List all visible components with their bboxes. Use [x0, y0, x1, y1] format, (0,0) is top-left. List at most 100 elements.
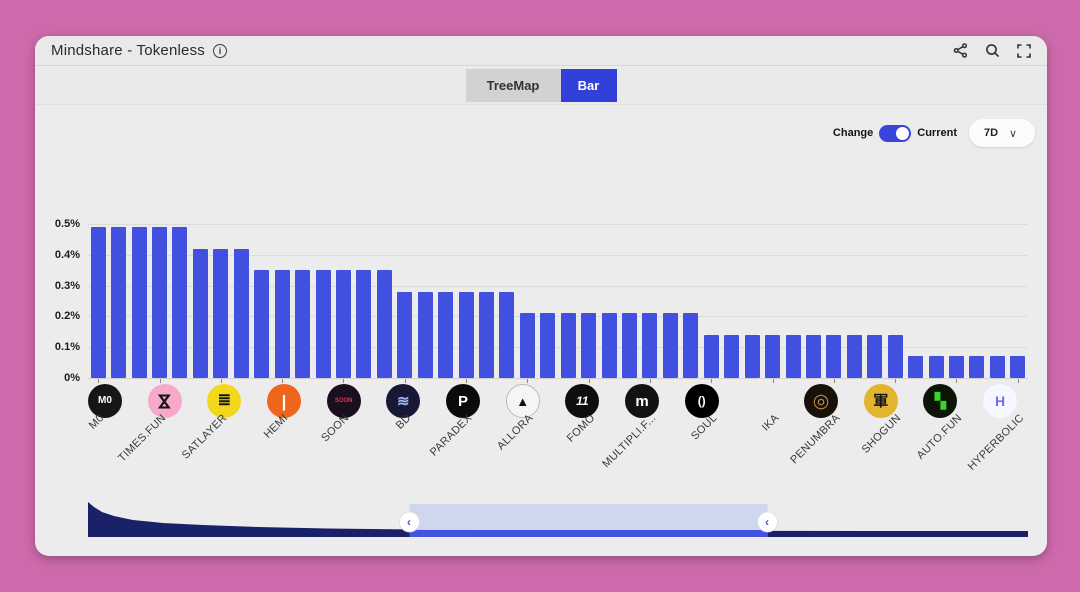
token-logo-glyph: m — [635, 392, 649, 410]
bar[interactable] — [560, 313, 576, 378]
bar[interactable] — [213, 248, 229, 378]
info-icon[interactable]: i — [213, 43, 227, 58]
brush-handle-left[interactable] — [399, 511, 420, 533]
bar[interactable] — [519, 313, 535, 378]
search-icon[interactable] — [985, 43, 1000, 58]
bar[interactable] — [438, 291, 454, 378]
tab-treemap[interactable]: TreeMap — [465, 69, 561, 102]
bar[interactable] — [622, 313, 638, 378]
toggle-knob — [896, 126, 910, 140]
bar[interactable] — [499, 291, 515, 378]
widget-header: Mindshare - Tokenless i — [35, 36, 1047, 66]
bar[interactable] — [867, 334, 883, 378]
token-logo-glyph: SOON — [334, 398, 353, 404]
bar[interactable] — [90, 227, 106, 378]
bar[interactable] — [805, 334, 821, 378]
bar[interactable] — [826, 334, 842, 378]
bar[interactable] — [1010, 356, 1026, 378]
x-tick — [772, 379, 774, 383]
brush-handle-right[interactable] — [757, 511, 779, 533]
token-icon-fomo: 11 — [565, 384, 600, 418]
gridline — [88, 254, 1028, 256]
gridline — [88, 347, 1028, 349]
bar-plot-area — [88, 224, 1028, 378]
bar[interactable] — [111, 227, 127, 378]
token-icon-soon: SOON — [326, 384, 361, 418]
bar[interactable] — [335, 270, 351, 378]
token-logo-glyph: ≋ — [397, 392, 410, 410]
token-logo-glyph: () — [697, 394, 706, 408]
tab-band: TreeMap Bar — [35, 67, 1047, 105]
x-tick — [98, 379, 100, 383]
bar[interactable] — [356, 270, 372, 378]
token-logo-glyph: 軍 — [873, 392, 889, 410]
bar[interactable] — [172, 227, 188, 378]
bar[interactable] — [989, 356, 1005, 378]
bar[interactable] — [540, 313, 556, 378]
token-logo-glyph: P — [458, 392, 469, 410]
bar[interactable] — [642, 313, 658, 378]
bar[interactable] — [581, 313, 597, 378]
x-tick — [833, 379, 835, 383]
bar[interactable] — [274, 270, 290, 378]
x-tick — [1017, 379, 1019, 383]
token-icon-bd: ≋ — [386, 384, 421, 418]
bar[interactable] — [703, 334, 719, 378]
bar[interactable] — [969, 356, 985, 378]
bar[interactable] — [131, 227, 147, 378]
token-icon-paradex: P — [446, 384, 481, 418]
gridline — [88, 316, 1028, 318]
mindshare-widget-card: Mindshare - Tokenless i TreeMap Bar Chan… — [35, 36, 1047, 556]
bar[interactable] — [765, 334, 781, 378]
tab-bar[interactable]: Bar — [560, 69, 617, 102]
bar[interactable] — [846, 334, 862, 378]
bar[interactable] — [315, 270, 331, 378]
bar[interactable] — [376, 270, 392, 378]
token-icon-m0: M0 — [88, 384, 122, 418]
y-tick-label: 0.4% — [54, 248, 80, 261]
x-tick — [220, 379, 222, 383]
bar[interactable] — [192, 248, 208, 378]
bar[interactable] — [928, 356, 944, 378]
chart-brush[interactable]: ‹ ‹ — [88, 495, 1028, 545]
bar[interactable] — [233, 248, 249, 378]
bar[interactable] — [744, 334, 760, 378]
bar[interactable] — [458, 291, 474, 378]
x-tick — [282, 379, 284, 383]
bar[interactable] — [908, 356, 924, 378]
token-icon-auto-fun: ▚ — [923, 384, 958, 418]
x-tick — [404, 379, 406, 383]
fullscreen-icon[interactable] — [1017, 43, 1031, 58]
bar[interactable] — [785, 334, 801, 378]
share-icon[interactable] — [953, 43, 968, 58]
token-logo-glyph: ▚ — [934, 392, 947, 410]
bar[interactable] — [295, 270, 311, 378]
bar[interactable] — [662, 313, 678, 378]
token-logo-glyph: ◎ — [812, 390, 830, 412]
bar[interactable] — [152, 227, 168, 378]
y-tick-label: 0.3% — [54, 279, 80, 292]
token-icon-hyperbolic: H — [983, 384, 1018, 418]
y-tick-label: 0.5% — [54, 218, 80, 230]
bar[interactable] — [683, 313, 699, 378]
bar[interactable] — [887, 334, 903, 378]
token-logo-glyph: | — [281, 391, 287, 411]
x-tick — [527, 379, 529, 383]
token-icon-soul: () — [684, 384, 719, 418]
bar[interactable] — [397, 291, 413, 378]
change-current-toggle[interactable] — [879, 124, 912, 142]
period-dropdown[interactable]: 7D ∨ — [969, 119, 1035, 147]
x-tick — [711, 379, 713, 383]
bar[interactable] — [478, 291, 494, 378]
token-logo-glyph: ⋈ — [155, 392, 175, 410]
token-icon-hemi: | — [267, 384, 301, 418]
token-icon-allora: ▲ — [505, 384, 540, 418]
token-logo-glyph: ▲ — [516, 393, 530, 409]
gridline — [88, 378, 1028, 379]
bar[interactable] — [254, 270, 270, 378]
bar[interactable] — [417, 291, 433, 378]
bar[interactable] — [601, 313, 617, 378]
chart-controls: Change Current 7D ∨ — [833, 119, 1035, 147]
bar[interactable] — [948, 356, 964, 378]
bar[interactable] — [724, 334, 740, 378]
